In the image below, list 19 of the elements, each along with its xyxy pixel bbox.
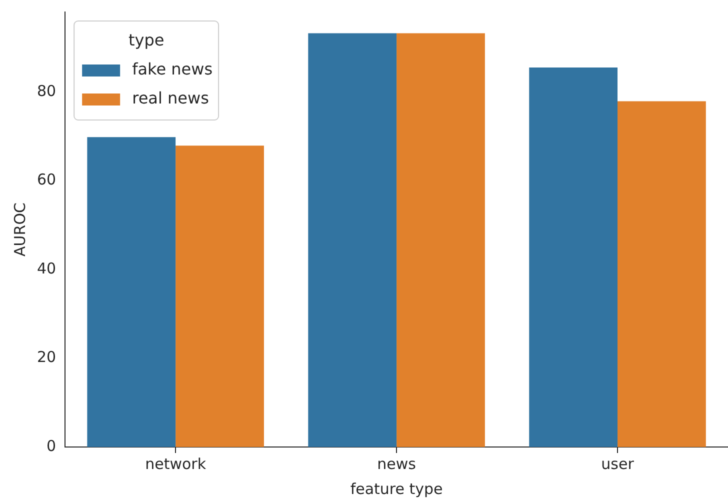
x-axis-title: feature type	[350, 480, 443, 498]
legend-label: real news	[132, 88, 209, 108]
y-tick-label: 60	[36, 170, 56, 189]
y-tick-label: 40	[36, 259, 56, 278]
y-tick-label: 20	[36, 348, 56, 366]
bar	[396, 33, 485, 447]
legend-title: type	[128, 30, 164, 50]
x-tick-label: news	[377, 454, 416, 473]
y-axis-title: AUROC	[10, 202, 29, 256]
legend-label: fake news	[132, 60, 213, 79]
x-tick-label: network	[145, 454, 206, 473]
bar	[87, 137, 176, 447]
bar	[176, 146, 264, 447]
y-tick-label: 0	[46, 436, 56, 455]
y-tick-label: 80	[36, 82, 56, 100]
bar	[308, 33, 397, 447]
bar	[618, 101, 706, 447]
bar	[529, 67, 618, 447]
x-tick-label: user	[601, 454, 635, 473]
